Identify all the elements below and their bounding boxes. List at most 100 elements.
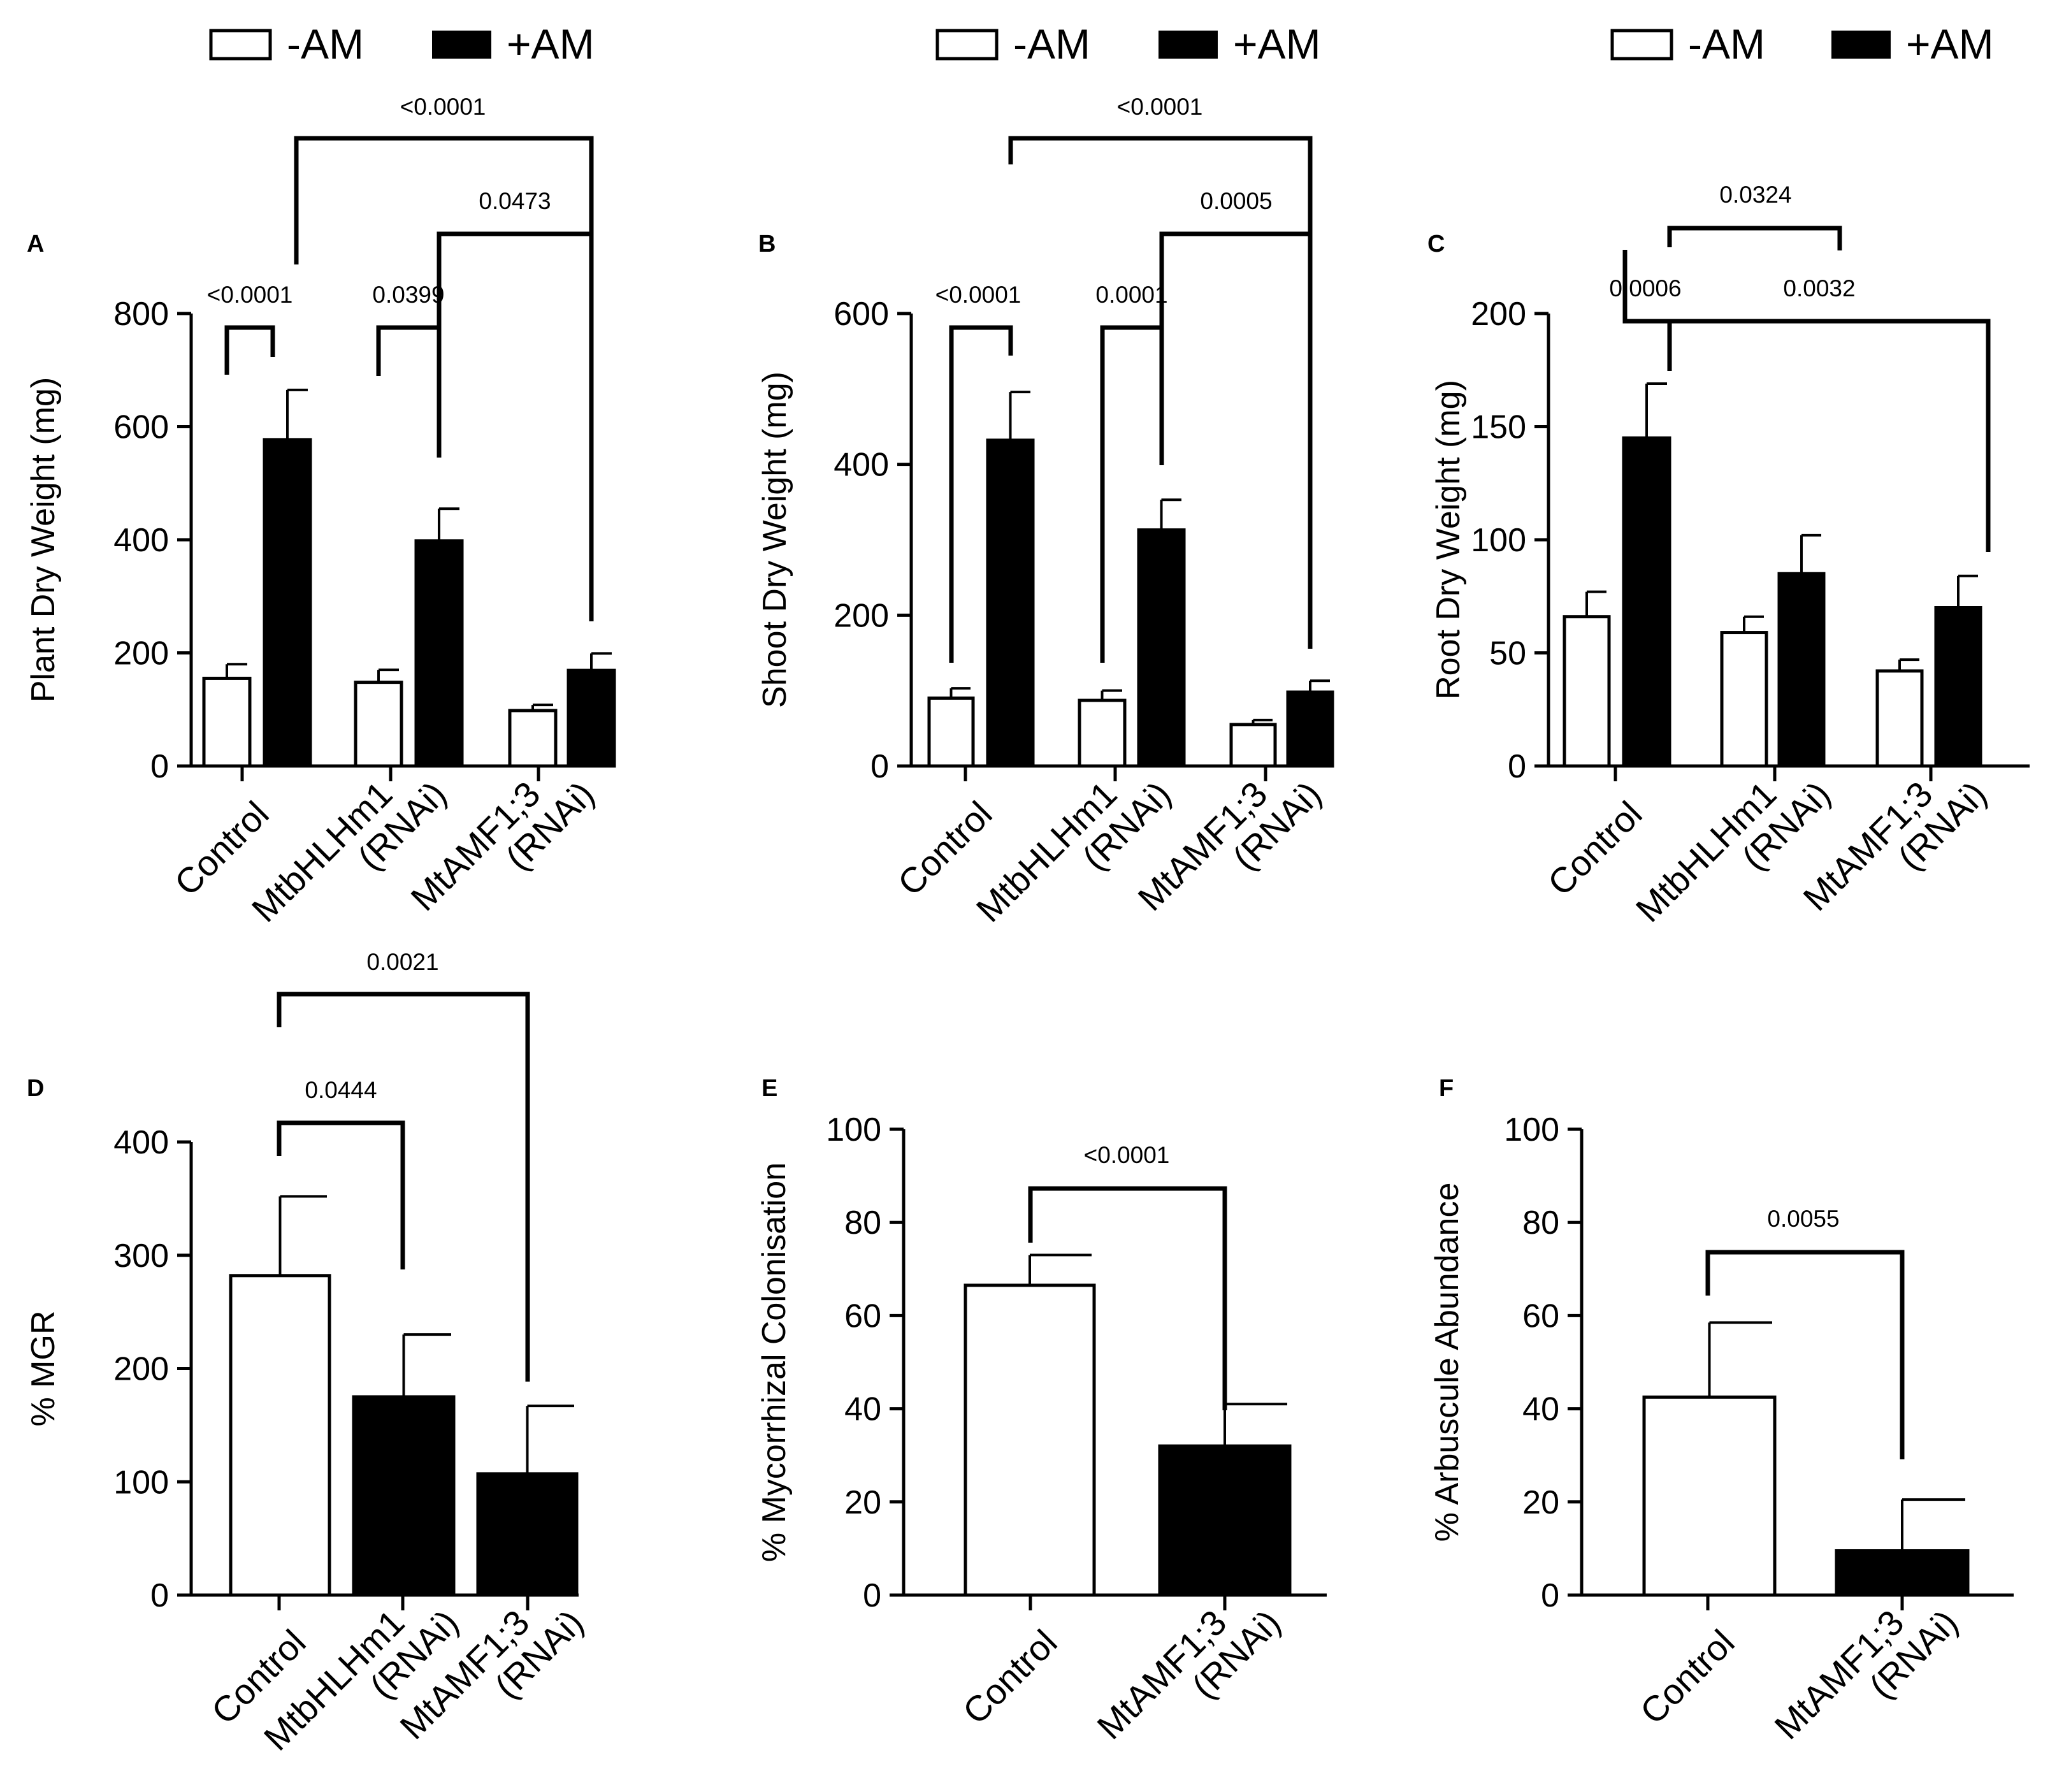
- p-value-label: 0.0032: [1783, 275, 1855, 301]
- y-tick-label: 600: [834, 296, 889, 333]
- panel-letter: B: [758, 231, 776, 257]
- y-tick-label: 800: [113, 296, 169, 333]
- y-tick-label: 50: [1489, 635, 1526, 672]
- p-value-label: 0.0001: [1095, 282, 1167, 308]
- y-tick-label: 100: [1504, 1111, 1559, 1148]
- x-tick-label-mtbhlhm1-rnai: MtbHLHm1(RNAi): [969, 747, 1179, 957]
- y-axis-label: % Arbuscule Abundance: [1429, 1183, 1466, 1542]
- bar-mtamf1-3-rnai: [1158, 1444, 1292, 1597]
- legend-label-minus-am: -AM: [1013, 20, 1090, 68]
- y-tick-label: 0: [1541, 1577, 1559, 1614]
- p-value-label: 0.0021: [366, 949, 438, 975]
- x-tick-label-control: Control: [1540, 793, 1649, 903]
- bar-control-am: [927, 697, 975, 768]
- bar-mtamf1-3-rnai-am: [1286, 690, 1334, 768]
- x-tick-label-control: Control: [955, 1622, 1064, 1731]
- y-axis-label: Shoot Dry Weight (mg): [756, 372, 793, 708]
- bar-mtamf1-3-rnai-am: [1875, 669, 1924, 768]
- legend-label-plus-am: +AM: [507, 20, 595, 68]
- significance-bracket: [376, 325, 442, 458]
- y-tick-label: 400: [834, 447, 889, 484]
- legend-label-minus-am: -AM: [1688, 20, 1765, 68]
- p-value-label: <0.0001: [207, 282, 293, 308]
- significance-bracket: [1100, 325, 1164, 663]
- p-value-label: <0.0001: [1117, 94, 1203, 120]
- bar-control-am: [1563, 615, 1611, 768]
- legend-label-plus-am: +AM: [1233, 20, 1321, 68]
- x-tick-label-mtbhlhm1-rnai: MtbHLHm1(RNAi): [244, 747, 454, 957]
- legend-swatch-plus-am: [1831, 31, 1891, 59]
- p-value-label: 0.0473: [479, 188, 551, 214]
- p-value-label: 0.0324: [1719, 182, 1791, 208]
- y-axis-label: Root Dry Weight (mg): [1430, 380, 1467, 700]
- x-tick-label-mtbhlhm1-rnai: MtbHLHm1(RNAi): [1628, 747, 1838, 957]
- significance-bracket: [277, 1120, 405, 1269]
- bar-mtamf1-3-rnai: [1835, 1549, 1970, 1597]
- significance-bracket: [1705, 1250, 1905, 1459]
- bar-mtamf1-3-rnai-am: [508, 709, 558, 768]
- y-tick-label: 0: [863, 1577, 881, 1614]
- legend-swatch-plus-am: [1159, 31, 1218, 59]
- y-tick-label: 0: [150, 1577, 169, 1614]
- y-tick-label: 80: [1522, 1204, 1559, 1241]
- bar-mtamf1-3-rnai-am: [1934, 606, 1982, 768]
- significance-bracket: [277, 992, 530, 1382]
- significance-bracket: [949, 325, 1013, 663]
- legend-a: -AM +AM: [209, 20, 595, 68]
- p-value-label: 0.0005: [1200, 188, 1272, 214]
- y-tick-label: 20: [1522, 1484, 1559, 1521]
- y-axis-label: Plant Dry Weight (mg): [25, 377, 62, 703]
- panel-letter: A: [27, 231, 44, 257]
- legend-label-minus-am: -AM: [287, 20, 364, 68]
- bar-mtamf1-3-rnai: [476, 1472, 579, 1597]
- p-value-label: 0.0055: [1767, 1206, 1839, 1232]
- bar-control: [229, 1274, 331, 1597]
- y-tick-label: 80: [844, 1204, 881, 1241]
- legend-label-plus-am: +AM: [1906, 20, 1994, 68]
- y-tick-label: 100: [113, 1464, 169, 1501]
- y-tick-label: 100: [1471, 522, 1526, 559]
- bar-mtamf1-3-rnai-am: [1229, 723, 1277, 768]
- y-tick-label: 200: [1471, 296, 1526, 333]
- significance-bracket: [294, 136, 594, 621]
- panel-letter: C: [1427, 231, 1445, 257]
- p-value-label: <0.0001: [1084, 1142, 1170, 1168]
- y-tick-label: 200: [113, 1351, 169, 1388]
- bar-control-am: [986, 438, 1035, 768]
- x-tick-label-mtamf1-3-rnai: MtAMF1;3(RNAi): [1766, 1575, 1965, 1774]
- x-tick-label-mtamf1-3-rnai: MtAMF1;3(RNAi): [1795, 747, 1994, 946]
- panel-d-mgr: D% MGR0100200300400ControlMtbHLHm1(RNAi)…: [25, 949, 591, 1758]
- x-tick-label-line: Control: [1540, 793, 1649, 903]
- significance-bracket: [1008, 136, 1313, 649]
- p-value-label: <0.0001: [400, 94, 486, 120]
- bar-control-am: [202, 676, 252, 768]
- x-tick-label-line: Control: [1632, 1622, 1742, 1731]
- y-tick-label: 40: [1522, 1391, 1559, 1428]
- bar-mtbhlhm1-rnai: [352, 1395, 456, 1597]
- bar-mtbhlhm1-rnai-am: [1720, 631, 1768, 768]
- legend-c: -AM +AM: [1610, 20, 1994, 68]
- legend-swatch-minus-am: [1610, 29, 1673, 61]
- panel-letter: D: [27, 1075, 44, 1102]
- y-tick-label: 60: [844, 1297, 881, 1334]
- y-tick-label: 40: [844, 1391, 881, 1428]
- legend-swatch-minus-am: [209, 29, 272, 61]
- bar-control: [1642, 1395, 1777, 1597]
- y-tick-label: 600: [113, 409, 169, 446]
- bar-mtbhlhm1-rnai-am: [414, 539, 464, 768]
- x-tick-label-mtamf1-3-rnai: MtAMF1;3(RNAi): [1089, 1575, 1288, 1774]
- legend-swatch-minus-am: [935, 29, 999, 61]
- bar-mtbhlhm1-rnai-am: [1078, 698, 1127, 768]
- x-tick-label-line: Control: [955, 1622, 1064, 1731]
- y-tick-label: 400: [113, 1124, 169, 1161]
- y-tick-label: 0: [870, 748, 889, 785]
- x-tick-label-control: Control: [1632, 1622, 1742, 1731]
- panel-e-mycorrhizal-colonisation: E % Mycorrhizal Colonisation 0 20 40 60 80 100 C…: [756, 1075, 1327, 1774]
- y-tick-label: 200: [113, 635, 169, 672]
- x-tick-label-mtamf1-3-rnai: MtAMF1;3(RNAi): [1130, 747, 1329, 946]
- bar-control: [964, 1283, 1096, 1597]
- legend-swatch-plus-am: [432, 31, 491, 59]
